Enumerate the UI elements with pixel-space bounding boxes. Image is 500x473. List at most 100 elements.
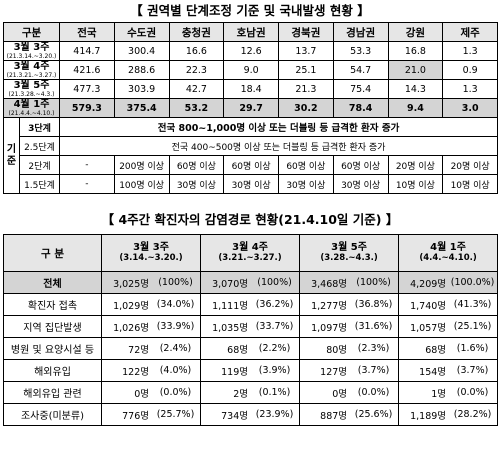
week-period: (21.3.14.~3.20.)	[6, 53, 57, 60]
value-cell: 3.0	[442, 98, 499, 118]
row-label: 전체	[3, 271, 102, 294]
data-row: 지역 집단발생 1,026명 (33.9%) 1,035명 (33.7%) 1,097명(…	[3, 315, 499, 338]
value-cell: 75.4	[332, 79, 389, 99]
value-cell: 18.4	[223, 79, 280, 99]
value-cell: 16.8	[387, 41, 444, 61]
data-row: 해외유입 관련 0명 (0.0%) 2명 (0.1%) 0명 (0.0%) 1명 (0.0%)	[3, 381, 499, 404]
data-row: 3월 4주 (21.3.21.~3.27.) 421.6 288.6 22.3 9.0 25…	[2, 60, 499, 80]
header-cell: 경북권	[278, 22, 334, 42]
value-cell: 1.3	[442, 41, 499, 61]
level-cell: 2.5단계	[18, 136, 61, 156]
value-cell: 375.4	[113, 98, 170, 118]
criteria-value: 60명 이상	[223, 155, 280, 175]
count-cell: 119명	[200, 359, 251, 382]
percent-cell: (33.9%)	[151, 315, 202, 338]
header-cell: 충청권	[168, 22, 225, 42]
header-row: 구 분 3월 3주 (3.14.~3.20.) 3월 4주 (3.21.~3.27.) 3…	[3, 234, 499, 272]
row-label: 조사중(미분류)	[3, 403, 102, 426]
count-cell: 1,189명	[398, 403, 449, 426]
value-cell: 21.3	[278, 79, 334, 99]
percent-cell: (3.9%)	[250, 359, 301, 382]
percent-cell: (0.1%)	[250, 381, 301, 404]
week-label: 3월 5주	[331, 242, 367, 253]
percent-cell: (33.7%)	[250, 315, 301, 338]
criteria-row: 기준 3단계 전국 800~1,000명 이상 또는 더블링 등 급격한 환자 증가	[3, 117, 499, 194]
criteria-row: 2단계 -200명 이상 60명 이상 60명 이상 60명 이상 60명 이상 20명 이…	[4, 155, 499, 175]
value-cell: 9.4	[387, 98, 444, 118]
count-cell: 68명	[200, 337, 251, 360]
percent-cell: (25.6%)	[349, 403, 400, 426]
percent-cell: (3.7%)	[448, 359, 499, 382]
row-label: 3월 3주 (21.3.14.~3.20.)	[2, 41, 61, 61]
percent-cell: (2.3%)	[349, 337, 400, 360]
region-table: 구분 전국 수도권 충청권 호남권 경북권 경남권 강원 제주 3월 3주 (21.3.14.~3.…	[2, 22, 499, 194]
week-period: (21.3.28.~4.3.)	[8, 91, 55, 98]
data-row: 병원 및 요양시설 등 72명 (2.4%) 68명 (2.2%) 80명 (2.3%) 68…	[3, 337, 499, 360]
percent-cell: (4.0%)	[151, 359, 202, 382]
value-cell: 54.7	[332, 60, 389, 80]
value-cell: 29.7	[223, 98, 280, 118]
criteria-value: 20명 이상	[387, 155, 444, 175]
criteria-value: -	[59, 155, 115, 175]
criteria-value: 60명 이상	[278, 155, 334, 175]
row-label: 해외유입 관련	[3, 381, 102, 404]
value-cell: 579.3	[59, 98, 115, 118]
data-row: 3월 5주 (21.3.28.~4.3.) 477.3 303.9 42.7 18.4 21…	[2, 79, 499, 99]
value-cell: 30.2	[278, 98, 334, 118]
week-header: 3월 5주 (3.28.~4.3.)	[299, 234, 400, 272]
week-header: 4월 1주 (4.4.~4.10.)	[398, 234, 499, 272]
criteria-value: 30명 이상	[168, 174, 225, 194]
row-label: 해외유입	[3, 359, 102, 382]
value-cell: 21.0	[387, 60, 444, 80]
percent-cell: (25.1%)	[448, 315, 499, 338]
week-label: 3월 4주	[13, 61, 50, 73]
count-cell: 1,111명	[200, 293, 251, 316]
count-cell: 2명	[200, 381, 251, 404]
value-cell: 303.9	[113, 79, 170, 99]
percent-cell: (25.7%)	[151, 403, 202, 426]
criteria-row: 1.5단계 -100명 이상 30명 이상 30명 이상 30명 이상 30명 이상 10명…	[4, 174, 499, 194]
criteria-value: 20명 이상	[442, 155, 499, 175]
count-cell: 0명	[101, 381, 151, 404]
percent-cell: (0.0%)	[151, 381, 202, 404]
percent-cell: (36.8%)	[349, 293, 400, 316]
value-cell: 421.6	[59, 60, 115, 80]
count-cell: 1,026명	[101, 315, 151, 338]
data-row: 3월 3주 (21.3.14.~3.20.) 414.7 300.4 16.6 12.6 1…	[2, 41, 499, 61]
route-table: 구 분 3월 3주 (3.14.~3.20.) 3월 4주 (3.21.~3.27.) 3…	[3, 234, 499, 426]
criteria-value: 60명 이상	[332, 155, 389, 175]
value-cell: 414.7	[59, 41, 115, 61]
count-cell: 154명	[398, 359, 449, 382]
criteria-value: 30명 이상	[223, 174, 280, 194]
count-cell: 776명	[101, 403, 151, 426]
percent-cell: (23.9%)	[250, 403, 301, 426]
value-cell: 53.3	[332, 41, 389, 61]
value-cell: 78.4	[332, 98, 389, 118]
value-cell: 477.3	[59, 79, 115, 99]
percent-cell: (0.0%)	[448, 381, 499, 404]
data-row: 전체 3,025명 (100%) 3,070명 (100%) 3,468명 (100%) 4,…	[3, 271, 499, 294]
value-cell: 0.9	[442, 60, 499, 80]
value-cell: 42.7	[168, 79, 225, 99]
criteria-text: 전국 800~1,000명 이상 또는 더블링 등 급격한 환자 증가	[59, 117, 499, 137]
count-cell: 1,035명	[200, 315, 251, 338]
header-row: 구분 전국 수도권 충청권 호남권 경북권 경남권 강원 제주	[2, 22, 499, 42]
value-cell: 9.0	[223, 60, 280, 80]
row-label: 병원 및 요양시설 등	[3, 337, 102, 360]
week-label: 4월 1주	[430, 242, 466, 253]
criteria-value: 10명 이상	[442, 174, 499, 194]
row-label: 3월 5주 (21.3.28.~4.3.)	[2, 79, 61, 99]
count-cell: 734명	[200, 403, 251, 426]
week-period: (21.4.4.~4.10.)	[8, 110, 55, 117]
percent-cell: (100%)	[349, 271, 400, 294]
percent-cell: (3.7%)	[349, 359, 400, 382]
count-cell: 3,025명	[101, 271, 151, 294]
count-cell: 1,029명	[101, 293, 151, 316]
level-cell: 1.5단계	[18, 174, 61, 194]
header-cell: 경남권	[332, 22, 389, 42]
count-cell: 1명	[398, 381, 449, 404]
count-cell: 1,097명	[299, 315, 350, 338]
criteria-value: 200명 이상	[113, 155, 170, 175]
value-cell: 14.3	[387, 79, 444, 99]
